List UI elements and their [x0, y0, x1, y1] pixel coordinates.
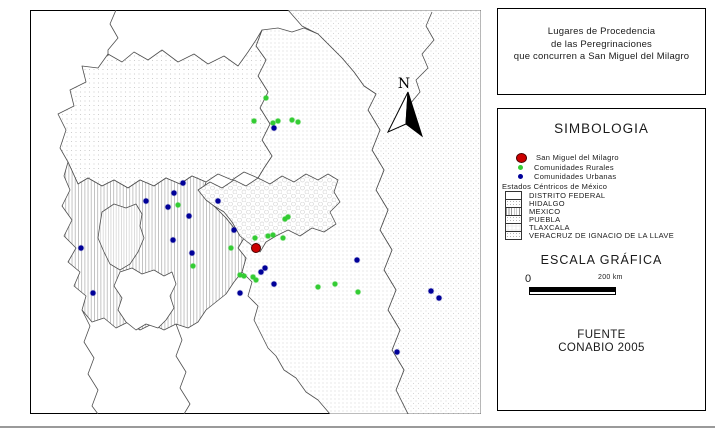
rural-community-dot	[240, 272, 248, 280]
rural-community-dot	[189, 262, 197, 270]
rural-community-dot	[284, 213, 292, 221]
urban-community-dot	[427, 287, 435, 295]
rural-community-dot	[269, 119, 277, 127]
rural-community-dot	[264, 232, 272, 240]
north-label: N	[398, 76, 410, 92]
legend-title: SIMBOLOGIA	[554, 121, 649, 136]
rural-community-dot	[288, 116, 296, 124]
legend-item-san-miguel: San Miguel del Milagro	[516, 152, 619, 163]
rural-community-dot	[269, 231, 277, 239]
legend-item-urbanas: Comunidades Urbanas	[516, 172, 616, 181]
source-value: CONABIO 2005	[558, 342, 645, 354]
urban-community-dot	[142, 197, 150, 205]
rural-community-dot	[274, 117, 282, 125]
san-miguel-del-milagro-marker	[251, 243, 261, 253]
legend-item-label: Comunidades Rurales	[534, 163, 614, 172]
map-canvas: N	[30, 10, 481, 414]
urban-community-dot	[89, 289, 97, 297]
map-title-box: Lugares de Procedencia de las Peregrinac…	[497, 8, 706, 95]
rural-community-dot	[262, 94, 270, 102]
swatch-veracruz	[505, 230, 522, 240]
legend-item-rurales: Comunidades Rurales	[516, 163, 614, 172]
rural-community-dot	[331, 280, 339, 288]
rural-community-dot	[227, 244, 235, 252]
source-label: FUENTE	[577, 329, 626, 341]
urban-community-dot	[169, 236, 177, 244]
green-dot-icon	[518, 165, 523, 170]
map-title-line: de las Peregrinaciones	[550, 38, 653, 50]
state-mexico	[61, 161, 247, 331]
urban-community-dot	[77, 244, 85, 252]
scale-start-label: 0	[525, 273, 532, 285]
urban-community-dot	[261, 264, 269, 272]
rural-community-dot	[250, 117, 258, 125]
state-morelos	[113, 267, 177, 331]
urban-community-dot	[188, 249, 196, 257]
rural-community-dot	[279, 234, 287, 242]
urban-community-dot	[170, 189, 178, 197]
state-row-veracruz: VERACRUZ DE IGNACIO DE LA LLAVE	[505, 230, 674, 240]
urban-community-dot	[214, 197, 222, 205]
neighbor-state-borders	[81, 10, 435, 414]
urban-community-dot	[353, 256, 361, 264]
scale-bar-base	[529, 292, 616, 295]
urban-community-dot	[270, 124, 278, 132]
urban-community-dot	[230, 226, 238, 234]
urban-community-dot	[164, 203, 172, 211]
map-title-line: que concurren a San Miguel del Milagro	[513, 51, 690, 62]
urban-community-dot	[270, 280, 278, 288]
legend-item-label: Comunidades Urbanas	[534, 172, 617, 181]
scale-bar	[529, 287, 616, 295]
scale-end-label: 200 km	[598, 274, 623, 281]
source-block: FUENTE CONABIO 2005	[498, 329, 705, 355]
community-dots-layer	[77, 94, 443, 356]
rural-community-dot	[314, 283, 322, 291]
urban-community-dot	[236, 289, 244, 297]
state-distrito-federal	[97, 203, 145, 271]
rural-community-dot	[294, 118, 302, 126]
rural-community-dot	[252, 276, 260, 284]
urban-community-dot	[179, 179, 187, 187]
red-dot-icon	[516, 152, 527, 163]
rural-community-dot	[174, 201, 182, 209]
urban-community-dot	[393, 348, 401, 356]
legend-item-label: San Miguel del Milagro	[536, 153, 619, 162]
state-tlaxcala	[197, 173, 341, 253]
urban-community-dot	[257, 268, 265, 276]
legend-panel: SIMBOLOGIA San Miguel del Milagro Comuni…	[497, 108, 706, 411]
map-title-line: Lugares de Procedencia	[547, 26, 656, 37]
rural-community-dot	[249, 273, 257, 281]
scale-title: ESCALA GRÁFICA	[540, 253, 663, 267]
blue-dot-icon	[518, 174, 523, 179]
states-header: Estados Céntricos de México	[502, 182, 608, 191]
north-arrow: N	[386, 76, 423, 138]
scale-bar-fill	[529, 287, 616, 292]
urban-community-dot	[185, 212, 193, 220]
urban-community-dot	[435, 294, 443, 302]
rural-community-dot	[251, 234, 259, 242]
rural-community-dot	[354, 288, 362, 296]
